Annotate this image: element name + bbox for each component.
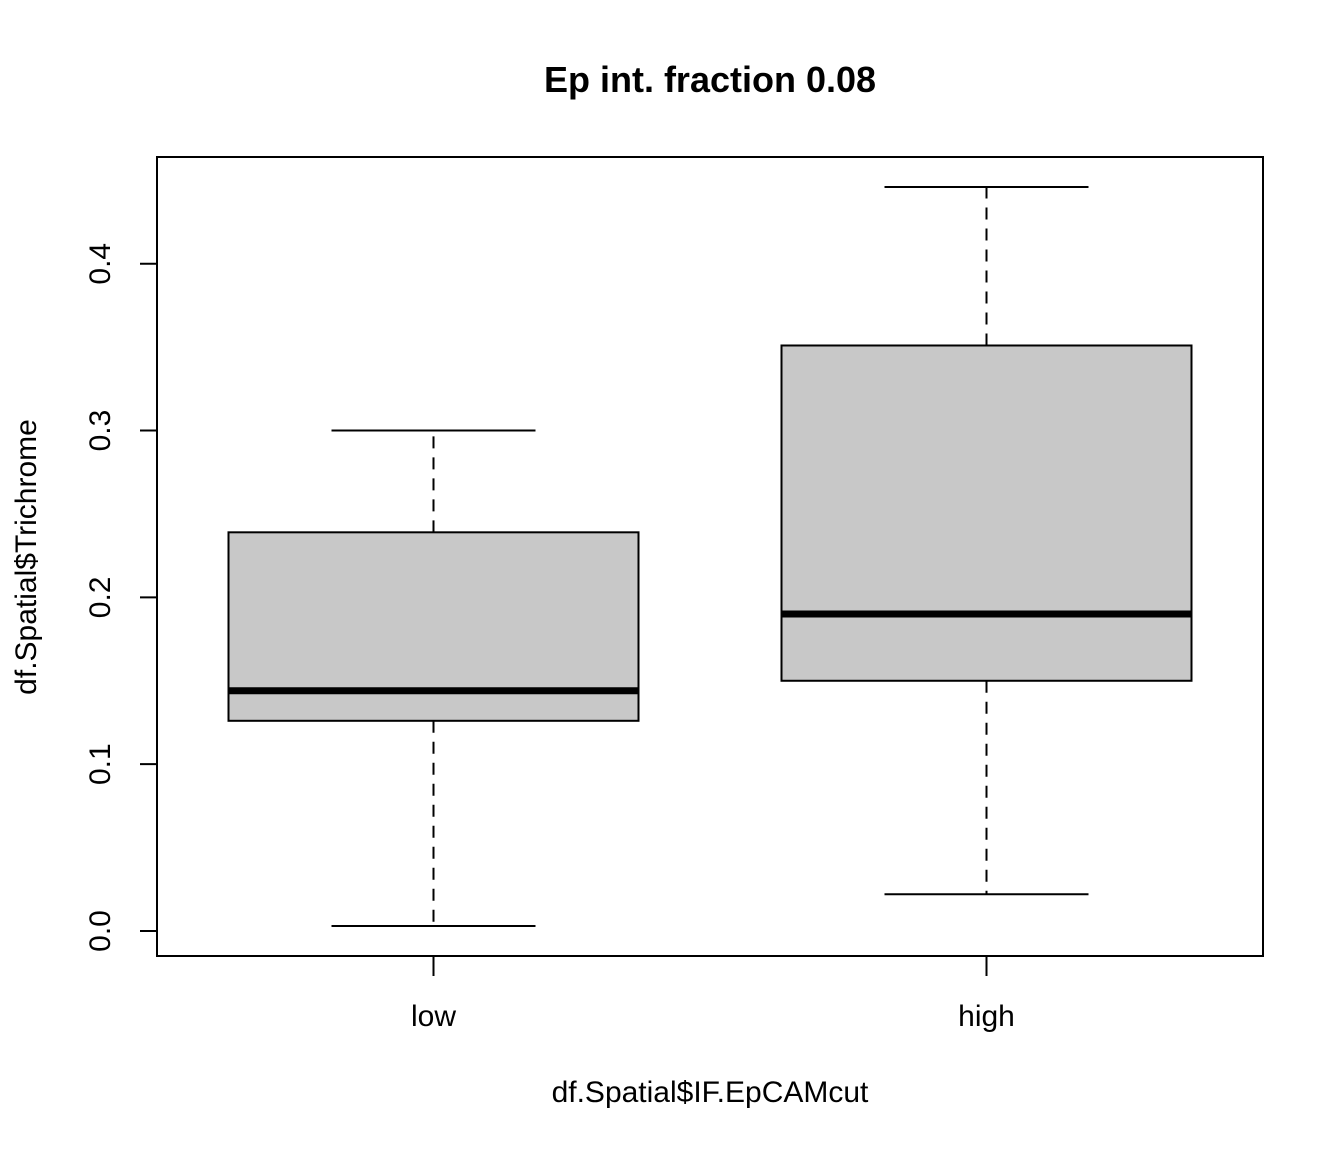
y-axis: 0.0 0.1 0.2 0.3 0.4: [84, 243, 157, 952]
y-tick-label: 0.1: [84, 743, 117, 785]
iqr-box: [780, 344, 1193, 682]
plot-frame: [156, 156, 1264, 957]
y-tick-label: 0.3: [84, 410, 117, 452]
y-tick-label: 0.2: [84, 577, 117, 619]
x-tick-label: low: [411, 1000, 456, 1033]
y-tick-label: 0.0: [84, 910, 117, 952]
box-group-high: [780, 186, 1193, 896]
x-axis: low high: [411, 956, 1015, 1033]
y-axis-label: df.Spatial$Trichrome: [10, 419, 43, 695]
x-tick-label: high: [958, 1000, 1015, 1033]
chart-title: Ep int. fraction 0.08: [544, 59, 876, 100]
y-tick-label: 0.4: [84, 243, 117, 285]
plot-marks: [227, 186, 1193, 927]
x-axis-label: df.Spatial$IF.EpCAMcut: [552, 1076, 869, 1109]
box-group-low: [227, 429, 640, 927]
